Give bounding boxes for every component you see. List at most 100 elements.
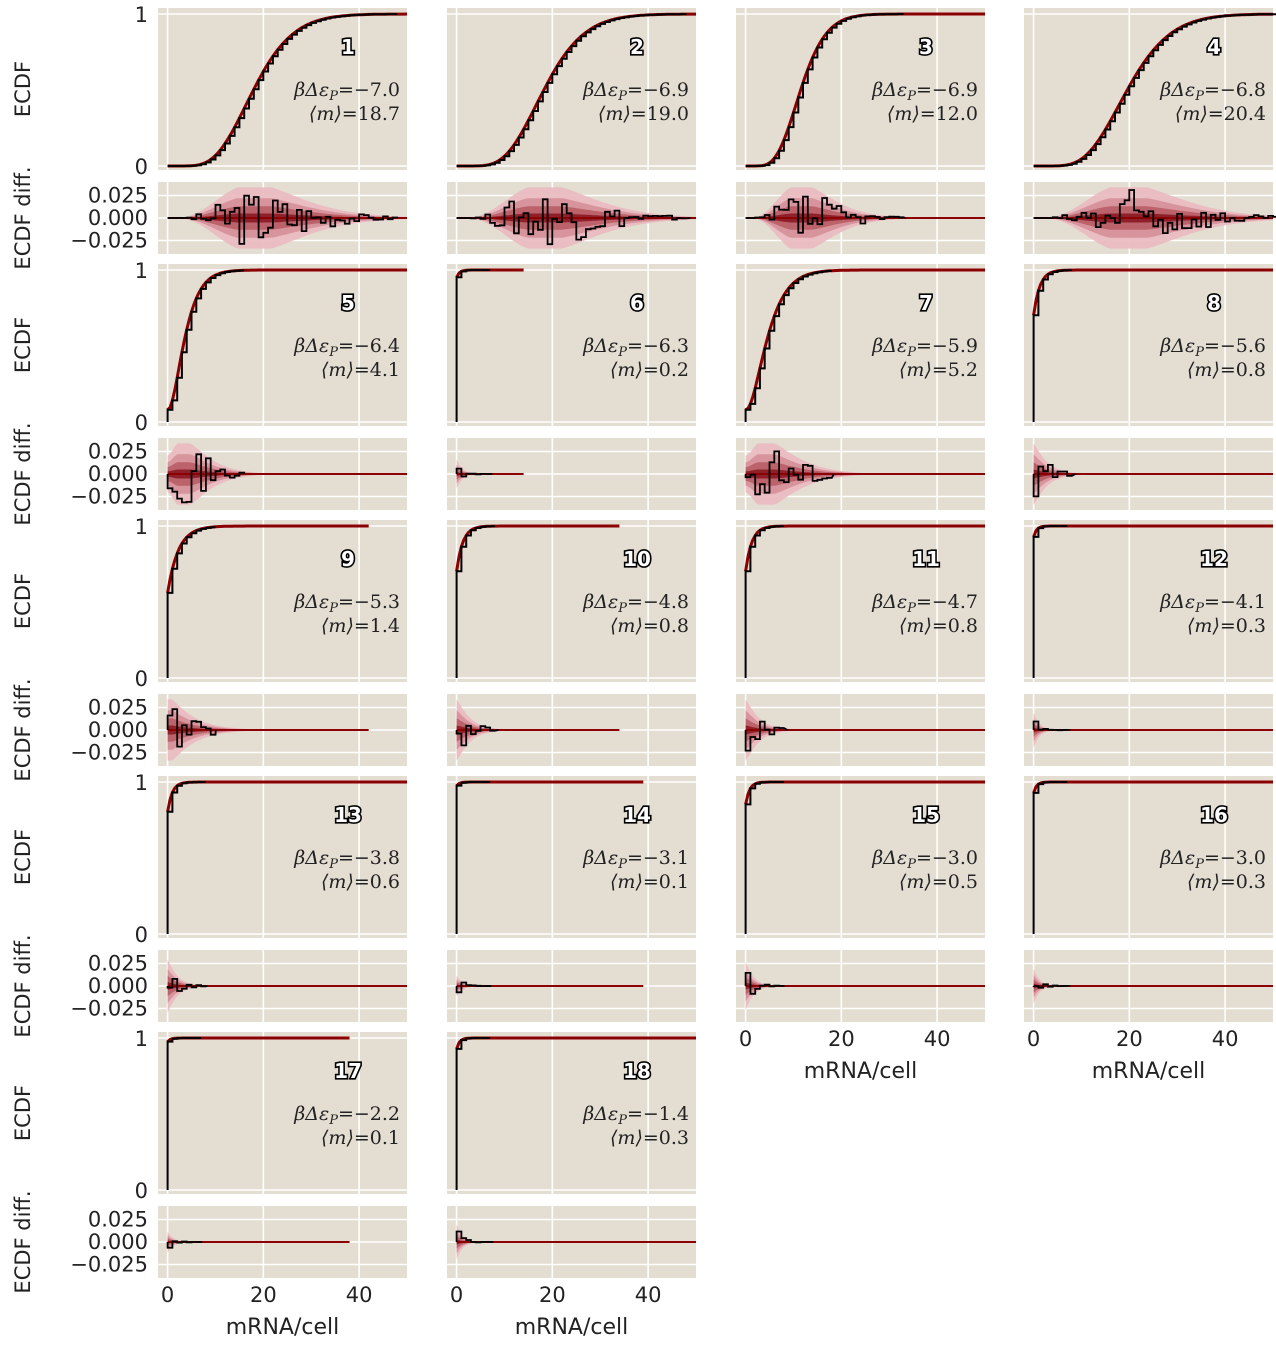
diff-ytick: −0.025 [70, 485, 148, 509]
diff-ytick: 0.000 [88, 974, 148, 998]
data-ecdf-step [744, 525, 784, 678]
data-diff-step [166, 978, 208, 992]
energy-annotation: βΔεP=−3.8 [293, 847, 400, 872]
data-diff-step [744, 972, 785, 995]
cell-4: 4 βΔεP=−6.8⟨m⟩=20.4 [1024, 8, 1276, 254]
diff-ytick: 0.025 [88, 952, 148, 976]
data-ecdf-step [456, 13, 687, 167]
diff-ytick: 0.000 [88, 462, 148, 486]
ecdf-panel-12: 12 βΔεP=−4.1⟨m⟩=0.3 [1024, 520, 1273, 682]
cell-14: 14 βΔεP=−3.1⟨m⟩=0.1 [447, 776, 696, 1022]
x-axis-label: mRNA/cell [226, 1315, 340, 1340]
energy-annotation: βΔεP=−4.7 [871, 591, 978, 616]
data-diff-step [744, 450, 835, 496]
data-ecdf-step [167, 13, 398, 167]
theory-ecdf-line [1032, 780, 1273, 794]
diff-ytick: 0.000 [88, 718, 148, 742]
data-diff-step [455, 981, 492, 994]
cell-3: 3 βΔεP=−6.9⟨m⟩=12.0 [736, 8, 985, 254]
cell-17: 17 βΔεP=−2.2⟨m⟩=0.1 1 0 ECDF 0.0250.000−0.025… [11, 1027, 407, 1340]
ecdf-panel-bg [447, 8, 696, 170]
ecdf-panel-15: 15 βΔεP=−3.0⟨m⟩=0.5 [736, 776, 985, 938]
diff-panel-7 [736, 438, 985, 510]
data-ecdf-step [166, 781, 206, 934]
ecdf-panel-bg [736, 520, 985, 682]
xtick: 40 [1212, 1027, 1239, 1051]
panel-number: 16 [1200, 803, 1228, 827]
diff-ytick: −0.025 [70, 997, 148, 1021]
data-diff-step [455, 1230, 494, 1244]
data-ecdf-step [166, 269, 245, 422]
data-ecdf-step [744, 781, 784, 934]
panel-number: 12 [1200, 547, 1228, 571]
diff-ylabel: ECDF diff. [11, 1190, 35, 1293]
ecdf-ytick: 0 [135, 411, 148, 435]
panel-number: 2 [630, 35, 644, 59]
cell-7: 7 βΔεP=−5.9⟨m⟩=5.2 [736, 264, 985, 510]
ecdf-panel-bg [158, 776, 407, 938]
diff-ylabel: ECDF diff. [11, 422, 35, 525]
ecdf-panel-bg [447, 264, 696, 426]
ecdf-panel-bg [736, 8, 985, 170]
mean-annotation: ⟨m⟩=0.3 [1187, 615, 1266, 637]
xtick: 20 [828, 1027, 855, 1051]
mean-annotation: ⟨m⟩=0.1 [321, 1127, 400, 1149]
panel-number: 7 [919, 291, 933, 315]
ecdf-ytick: 1 [135, 259, 148, 283]
x-axis-label: mRNA/cell [515, 1315, 629, 1340]
ecdf-panel-bg [447, 520, 696, 682]
energy-annotation: βΔεP=−3.0 [1159, 847, 1266, 872]
ecdf-ytick: 1 [135, 771, 148, 795]
xtick: 20 [250, 1283, 277, 1307]
ecdf-panel-bg [1024, 520, 1273, 682]
ecdf-panel-bg [1024, 264, 1273, 426]
mean-annotation: ⟨m⟩=5.2 [899, 359, 978, 381]
ecdf-panel-3: 3 βΔεP=−6.9⟨m⟩=12.0 [736, 8, 985, 170]
ecdf-panel-8: 8 βΔεP=−5.6⟨m⟩=0.8 [1024, 264, 1273, 426]
ecdf-ylabel: ECDF [11, 573, 35, 629]
mean-annotation: ⟨m⟩=0.1 [610, 871, 689, 893]
diff-ytick: 0.000 [88, 1230, 148, 1254]
energy-annotation: βΔεP=−5.9 [871, 335, 978, 360]
diff-panel-18 [447, 1206, 696, 1278]
energy-annotation: βΔεP=−4.8 [582, 591, 689, 616]
panel-number: 8 [1207, 291, 1221, 315]
ecdf-panel-18: 18 βΔεP=−1.4⟨m⟩=0.3 [447, 1032, 696, 1194]
energy-annotation: βΔεP=−6.9 [871, 79, 978, 104]
ecdf-panel-13: 13 βΔεP=−3.8⟨m⟩=0.6 1 0 ECDF [11, 771, 407, 947]
cell-13: 13 βΔεP=−3.8⟨m⟩=0.6 1 0 ECDF 0.0250.000−0.025… [11, 771, 407, 1038]
data-ecdf-step [1032, 781, 1068, 934]
mean-annotation: ⟨m⟩=0.3 [610, 1127, 689, 1149]
x-axis-label: mRNA/cell [1092, 1059, 1206, 1084]
energy-annotation: βΔεP=−6.9 [582, 79, 689, 104]
data-ecdf-step [166, 1037, 202, 1190]
ecdf-panel-14: 14 βΔεP=−3.1⟨m⟩=0.1 [447, 776, 696, 938]
data-diff-step [745, 195, 906, 234]
data-diff-step [1033, 189, 1276, 234]
diff-panel-10 [447, 694, 696, 766]
diff-panel-15 [736, 950, 985, 1022]
ecdf-ytick: 1 [135, 3, 148, 27]
ecdf-panel-bg [736, 264, 985, 426]
cell-1: 1 βΔεP=−7.0⟨m⟩=18.7 1 0 ECDF 0.0250.000−0.025… [11, 3, 408, 270]
data-ecdf-step [1033, 13, 1276, 167]
xtick: 40 [924, 1027, 951, 1051]
ecdf-ytick: 0 [135, 155, 148, 179]
ecdf-panel-16: 16 βΔεP=−3.0⟨m⟩=0.3 [1024, 776, 1273, 938]
theory-ecdf-line [744, 268, 985, 412]
diff-ylabel: ECDF diff. [11, 934, 35, 1037]
cell-2: 2 βΔεP=−6.9⟨m⟩=19.0 [447, 8, 696, 254]
ecdf-ylabel: ECDF [11, 829, 35, 885]
mean-annotation: ⟨m⟩=0.8 [899, 615, 978, 637]
diff-ytick: −0.025 [70, 1253, 148, 1277]
ecdf-panel-2: 2 βΔεP=−6.9⟨m⟩=19.0 [447, 8, 696, 170]
panel-number: 14 [623, 803, 651, 827]
diff-ytick: 0.025 [88, 1208, 148, 1232]
ecdf-ylabel: ECDF [11, 317, 35, 373]
